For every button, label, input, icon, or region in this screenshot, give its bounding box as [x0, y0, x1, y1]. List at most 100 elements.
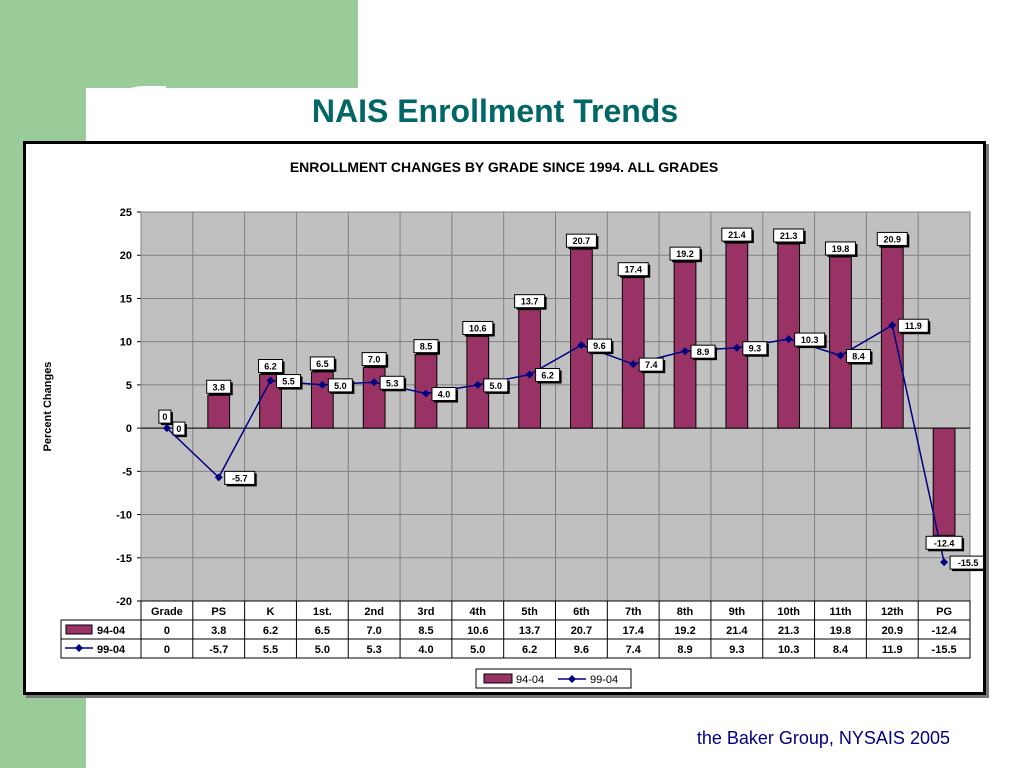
line-data-label-box: [431, 387, 457, 402]
x-category-label: PS: [211, 606, 226, 618]
line-data-label-group: -15.5: [949, 555, 989, 572]
line-data-label: 5.5: [282, 377, 295, 387]
table-row-label: 94-04: [97, 625, 126, 637]
bar: [932, 427, 956, 536]
line-data-label-box: [172, 421, 186, 436]
table-cell: 8.5: [418, 625, 433, 637]
line-data-label-group: 5.3: [379, 375, 407, 392]
line-point: [318, 380, 327, 389]
bar-data-label-group: 20.9: [876, 231, 910, 248]
enrollment-chart: ENROLLMENT CHANGES BY GRADE SINCE 1994. …: [42, 159, 989, 689]
bar: [829, 256, 852, 429]
x-category-label: 11th: [829, 606, 851, 618]
line-point: [836, 351, 845, 360]
line-point: [525, 370, 534, 379]
table-cell: -5.7: [209, 644, 228, 656]
line-data-label-box: [276, 374, 302, 389]
y-axis-label: Percent Changes: [42, 362, 54, 452]
bar-data-label: 19.2: [676, 249, 694, 259]
table-cell: 21.4: [726, 625, 748, 637]
y-tick-label: -5: [122, 466, 132, 478]
line-point: [732, 343, 741, 352]
bar-data-label-box: [565, 233, 597, 248]
table-row-label: 99-04: [97, 644, 126, 656]
bar-data-label-box: [462, 320, 494, 335]
line-data-label-box: [690, 344, 716, 359]
table-cell: -15.5: [932, 644, 957, 656]
line-point: [370, 378, 379, 387]
bar-data-label-group: 6.2: [258, 359, 285, 375]
line-data-label-group: 6.2: [535, 368, 562, 384]
x-category-label: PG: [936, 606, 952, 618]
table-cell: 9.3: [729, 644, 744, 656]
table-cell: 0: [164, 625, 170, 637]
line-data-label-box: [794, 332, 826, 347]
bar-data-label: 0: [162, 412, 167, 422]
line-data-label-box: [379, 375, 405, 390]
line-data-label-box: [845, 348, 871, 363]
line-point: [266, 376, 275, 385]
table-cell: 6.2: [522, 644, 537, 656]
table-cell: 19.2: [674, 625, 695, 637]
line-data-label-box: [638, 357, 664, 372]
bar: [207, 394, 231, 429]
table-cell: 5.0: [315, 644, 330, 656]
bar-data-label-box: [617, 262, 649, 277]
line-data-label-group: 7.4: [638, 357, 666, 374]
bar-data-label-group: -12.4: [925, 535, 965, 552]
y-tick-label: 20: [120, 250, 132, 262]
bar-data-label-box: [721, 227, 753, 242]
bar-data-label: 10.6: [469, 323, 487, 333]
x-category-label: 4th: [470, 606, 487, 618]
table-cell: 13.7: [519, 625, 540, 637]
line-data-label: 10.3: [801, 335, 819, 345]
bar: [725, 242, 749, 429]
x-category-label: 1st.: [313, 606, 332, 618]
table-cell: 8.4: [833, 644, 849, 656]
line-data-label-group: 9.6: [586, 338, 614, 355]
line-data-label: 6.2: [541, 371, 554, 381]
y-tick-label: 25: [120, 207, 132, 219]
bar-data-label: 20.7: [573, 236, 591, 246]
bar-data-label-group: 7.0: [361, 352, 389, 368]
table-row-key-marker: [75, 644, 83, 652]
line-point: [214, 473, 223, 482]
y-tick-label: 15: [120, 293, 132, 305]
bar-data-label-group: 10.6: [462, 320, 495, 337]
line-data-label-box: [535, 368, 561, 383]
line-data-label-group: 4.0: [431, 387, 458, 403]
x-category-label: 5th: [521, 606, 538, 618]
x-category-label: K: [267, 606, 275, 618]
line-data-label-box: [483, 378, 509, 393]
bar-data-label-group: 21.4: [721, 227, 754, 244]
table-cell: 10.3: [778, 644, 799, 656]
table-row-key-bar: [65, 624, 93, 635]
line-data-label: 11.9: [905, 321, 922, 331]
line-data-label-box: [742, 341, 768, 356]
bar-data-label: 20.9: [884, 234, 902, 244]
line-data-label-box: [897, 318, 929, 333]
table-cell: 11.9: [882, 644, 903, 656]
bar-data-label: 21.3: [780, 231, 798, 241]
table-cell: 6.5: [315, 625, 330, 637]
bar: [310, 371, 334, 429]
line-data-label: 9.6: [593, 341, 606, 351]
y-tick-label: -20: [116, 596, 132, 608]
line-data-label-group: 11.9: [897, 318, 931, 335]
bar-data-label-box: [824, 241, 856, 256]
line-data-label-group: 5.0: [483, 378, 510, 394]
line-data-label-group: 8.9: [690, 344, 718, 361]
bar-data-label-group: 0: [158, 409, 173, 426]
table-cell: 5.5: [263, 644, 278, 656]
line-point: [421, 389, 430, 398]
bar-data-label-group: 8.5: [413, 339, 440, 355]
line-point: [577, 341, 586, 350]
table-header-cell: Grade: [151, 606, 183, 618]
bar-data-label-group: 6.5: [309, 356, 337, 372]
bar-data-label: 8.5: [420, 342, 433, 352]
chart-title: ENROLLMENT CHANGES BY GRADE SINCE 1994. …: [290, 159, 718, 175]
line-point: [940, 558, 949, 567]
table-cell: 7.4: [626, 644, 642, 656]
bar-data-label-box: [361, 352, 387, 367]
y-tick-label: 5: [126, 380, 132, 392]
